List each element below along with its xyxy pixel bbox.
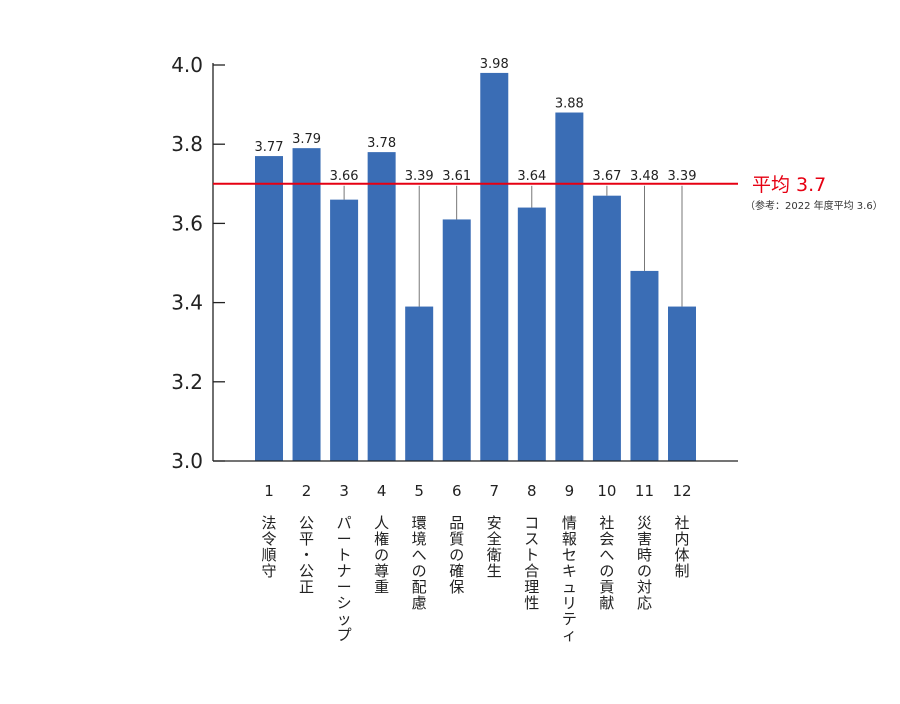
x-tick-label: 6 [452,482,462,500]
x-tick-label: 3 [339,482,349,500]
x-tick-label: 1 [264,482,274,500]
bar [555,112,584,462]
value-label: 3.77 [255,140,284,155]
y-tick-label: 3.4 [171,291,203,315]
category-label: 社内体制 [674,514,689,580]
category-label: 環境への配慮 [412,514,427,612]
x-tick-label: 9 [565,482,575,500]
bar [630,270,659,461]
y-tick-label: 3.6 [171,211,203,235]
bar [405,306,434,461]
y-tick-label: 3.8 [171,132,203,156]
category-label: 法令順守 [261,514,276,580]
x-axis: 1 法令順守 2 公平・公正 3 パートナーシップ 4 人権の尊重 5 環境への配慮 6 品質の確保 7… [213,460,738,644]
value-label: 3.78 [367,136,396,151]
x-tick-label: 8 [527,482,537,500]
value-label: 3.98 [480,57,509,72]
x-tick-label: 2 [302,482,312,500]
bar [330,199,359,461]
category-label: 社会への貢献 [599,514,614,612]
x-tick-label: 11 [635,482,654,500]
value-label: 3.66 [330,169,359,184]
y-tick-label: 3.2 [171,370,203,394]
bar [517,207,546,461]
x-tick-label: 7 [489,482,499,500]
bar [292,148,321,461]
y-axis: 3.0 3.2 3.4 3.6 3.8 4.0 [171,53,225,473]
x-tick-label: 10 [597,482,616,500]
value-label: 3.64 [517,169,546,184]
bar [442,219,471,461]
bar [367,152,396,461]
bar [480,72,509,462]
category-label: 災害時の対応 [637,514,652,612]
value-label: 3.61 [442,169,471,184]
bar [255,156,283,461]
value-label: 3.48 [630,169,659,184]
category-label: 公平・公正 [299,514,314,596]
average-reference: 平均 3.7 （参考：2022 年度平均 3.6） [213,174,883,212]
x-tick-label: 5 [414,482,424,500]
value-label: 3.79 [292,132,321,147]
category-label: パートナーシップ [337,514,352,644]
category-label: 人権の尊重 [374,514,389,596]
category-label: コスト合理性 [524,514,539,612]
bar [668,306,696,461]
x-tick-label: 12 [672,482,691,500]
average-note: （参考：2022 年度平均 3.6） [745,199,883,212]
x-tick-label: 4 [377,482,387,500]
value-label: 3.67 [592,169,621,184]
value-label: 3.39 [405,169,434,184]
bar [592,195,621,461]
y-tick-label: 4.0 [171,53,203,77]
category-label: 情報セキュリティ [562,514,577,644]
bars: 3.77 3.79 3.66 3.78 3.39 3.61 3.98 3.64 3.88 3.67… [255,57,697,462]
y-tick-label: 3.0 [171,449,203,473]
value-label: 3.39 [668,169,697,184]
category-label: 品質の確保 [449,514,464,596]
category-label: 安全衛生 [487,514,502,580]
value-label: 3.88 [555,97,584,112]
average-label: 平均 3.7 [752,174,826,196]
